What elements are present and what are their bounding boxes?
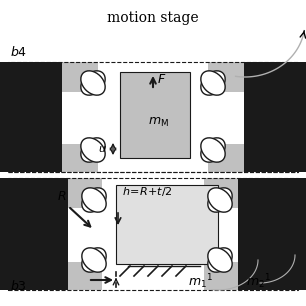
Bar (8, 178, 298, 290)
Ellipse shape (82, 248, 106, 272)
Text: $R$: $R$ (57, 189, 67, 203)
Ellipse shape (208, 188, 232, 212)
Bar (0, 178, 68, 290)
Text: motion stage: motion stage (107, 11, 199, 25)
Text: $F$: $F$ (157, 73, 166, 85)
Ellipse shape (201, 71, 225, 95)
Ellipse shape (81, 138, 105, 162)
Bar (8, 62, 298, 172)
Text: $h\!=\!R\!+\!t/2$: $h\!=\!R\!+\!t/2$ (122, 185, 173, 199)
Ellipse shape (81, 71, 105, 95)
Bar (120, 72, 190, 158)
Bar (116, 185, 218, 264)
Bar (208, 62, 244, 92)
Ellipse shape (201, 138, 225, 162)
Ellipse shape (82, 188, 106, 212)
Ellipse shape (82, 248, 106, 272)
Ellipse shape (201, 138, 225, 162)
Ellipse shape (82, 188, 106, 212)
Ellipse shape (208, 188, 232, 212)
Text: $m_2{}^{1}$: $m_2{}^{1}$ (246, 273, 271, 291)
Bar (68, 262, 102, 290)
Text: $m_1{}^{1}$: $m_1{}^{1}$ (188, 273, 213, 291)
Bar (62, 62, 98, 92)
Bar (244, 62, 306, 172)
Ellipse shape (201, 71, 225, 95)
Text: $b4$: $b4$ (10, 45, 27, 59)
Ellipse shape (208, 248, 232, 272)
Text: $b3$: $b3$ (10, 279, 27, 293)
Text: $m_\mathrm{M}$: $m_\mathrm{M}$ (148, 115, 169, 129)
Bar (238, 178, 306, 290)
Bar (0, 62, 62, 172)
Bar (204, 262, 238, 290)
Bar (68, 178, 102, 208)
Text: $u$: $u$ (99, 144, 107, 154)
Ellipse shape (208, 248, 232, 272)
Bar (208, 144, 244, 172)
Bar (204, 178, 238, 208)
Ellipse shape (81, 138, 105, 162)
Bar (62, 144, 98, 172)
Ellipse shape (81, 71, 105, 95)
